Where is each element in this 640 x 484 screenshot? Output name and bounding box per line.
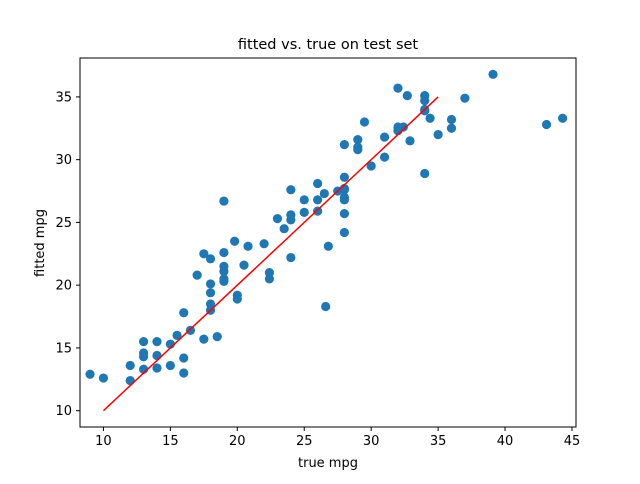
data-point-3 [125,360,135,371]
data-point-45 [286,185,296,195]
x-tick-label-25: 25 [296,434,313,449]
data-point-0 [85,369,95,379]
x-tick-label-20: 20 [229,434,246,449]
reference-line-layer [102,96,439,412]
y-tick-label-15: 15 [55,341,72,356]
data-point-75 [402,91,412,101]
data-point-60 [339,172,349,182]
data-point-17 [185,325,196,335]
data-point-48 [299,195,309,205]
data-point-38 [259,239,269,249]
data-point-23 [205,288,216,298]
data-point-88 [541,119,552,130]
chart-title: fitted vs. true on test set [238,37,419,53]
data-point-30 [219,266,229,276]
data-point-74 [398,122,408,132]
y-tick-label-30: 30 [55,153,72,168]
data-point-16 [179,368,189,378]
data-point-26 [212,332,222,342]
data-point-80 [420,106,430,116]
reference-line [102,96,439,412]
data-point-15 [179,353,189,363]
data-point-81 [420,168,430,179]
data-point-89 [558,113,568,123]
data-point-14 [179,308,189,318]
data-point-7 [138,337,149,347]
x-axis-ticks: 10 15 20 25 30 35 40 45 [95,427,580,449]
data-point-35 [232,294,242,304]
data-point-63 [339,227,349,238]
data-point-8 [152,337,162,347]
y-tick-label-25: 25 [55,216,72,231]
data-point-18 [192,270,202,280]
data-point-21 [205,254,216,264]
x-axis-label: true mpg [298,456,358,471]
plot-area-frame [79,57,577,428]
y-tick-label-10: 10 [55,404,72,419]
data-point-64 [353,134,363,145]
data-point-87 [488,69,498,79]
data-point-86 [460,93,470,103]
data-point-19 [199,334,209,344]
data-point-2 [125,375,135,386]
data-point-1 [98,373,109,383]
data-point-11 [165,360,175,371]
data-point-62 [339,209,349,219]
x-tick-label-40: 40 [497,434,514,449]
data-point-66 [353,145,363,155]
x-tick-label-15: 15 [162,434,179,449]
x-tick-label-30: 30 [363,434,380,449]
data-point-27 [219,196,229,206]
data-point-71 [393,83,403,93]
data-point-70 [379,152,390,162]
data-point-78 [420,96,430,106]
data-point-52 [319,188,329,199]
data-point-59 [339,195,349,205]
data-point-50 [313,195,323,205]
data-point-9 [152,350,162,361]
data-point-61 [339,140,349,150]
data-point-41 [272,214,283,224]
data-point-42 [279,224,289,234]
data-point-54 [323,241,333,251]
data-point-68 [366,161,376,171]
y-axis-label: fitted mpg [33,209,48,277]
data-point-47 [299,207,309,217]
data-point-6 [138,348,149,358]
data-point-28 [219,247,229,258]
data-point-82 [425,113,435,123]
data-point-13 [172,330,182,340]
data-point-51 [313,178,323,189]
data-point-22 [205,279,216,289]
y-tick-label-20: 20 [55,279,72,294]
data-point-83 [433,129,443,140]
data-point-84 [446,114,457,125]
y-axis-ticks: 10 15 20 25 30 35 [55,90,80,419]
data-point-32 [219,276,229,287]
data-point-40 [264,274,275,284]
data-point-46 [286,252,296,263]
data-point-76 [405,136,415,146]
data-point-53 [321,301,331,312]
x-tick-label-10: 10 [95,434,112,449]
data-point-69 [379,132,390,142]
data-point-33 [230,236,240,246]
y-tick-label-35: 35 [55,90,72,105]
data-point-44 [286,210,296,220]
data-point-10 [152,363,162,373]
data-point-49 [313,206,323,216]
data-point-20 [199,249,209,259]
data-point-36 [239,260,249,270]
x-tick-label-45: 45 [564,434,581,449]
data-point-85 [446,123,457,133]
data-point-67 [359,117,370,127]
data-point-37 [243,241,253,251]
x-tick-label-35: 35 [430,434,447,449]
